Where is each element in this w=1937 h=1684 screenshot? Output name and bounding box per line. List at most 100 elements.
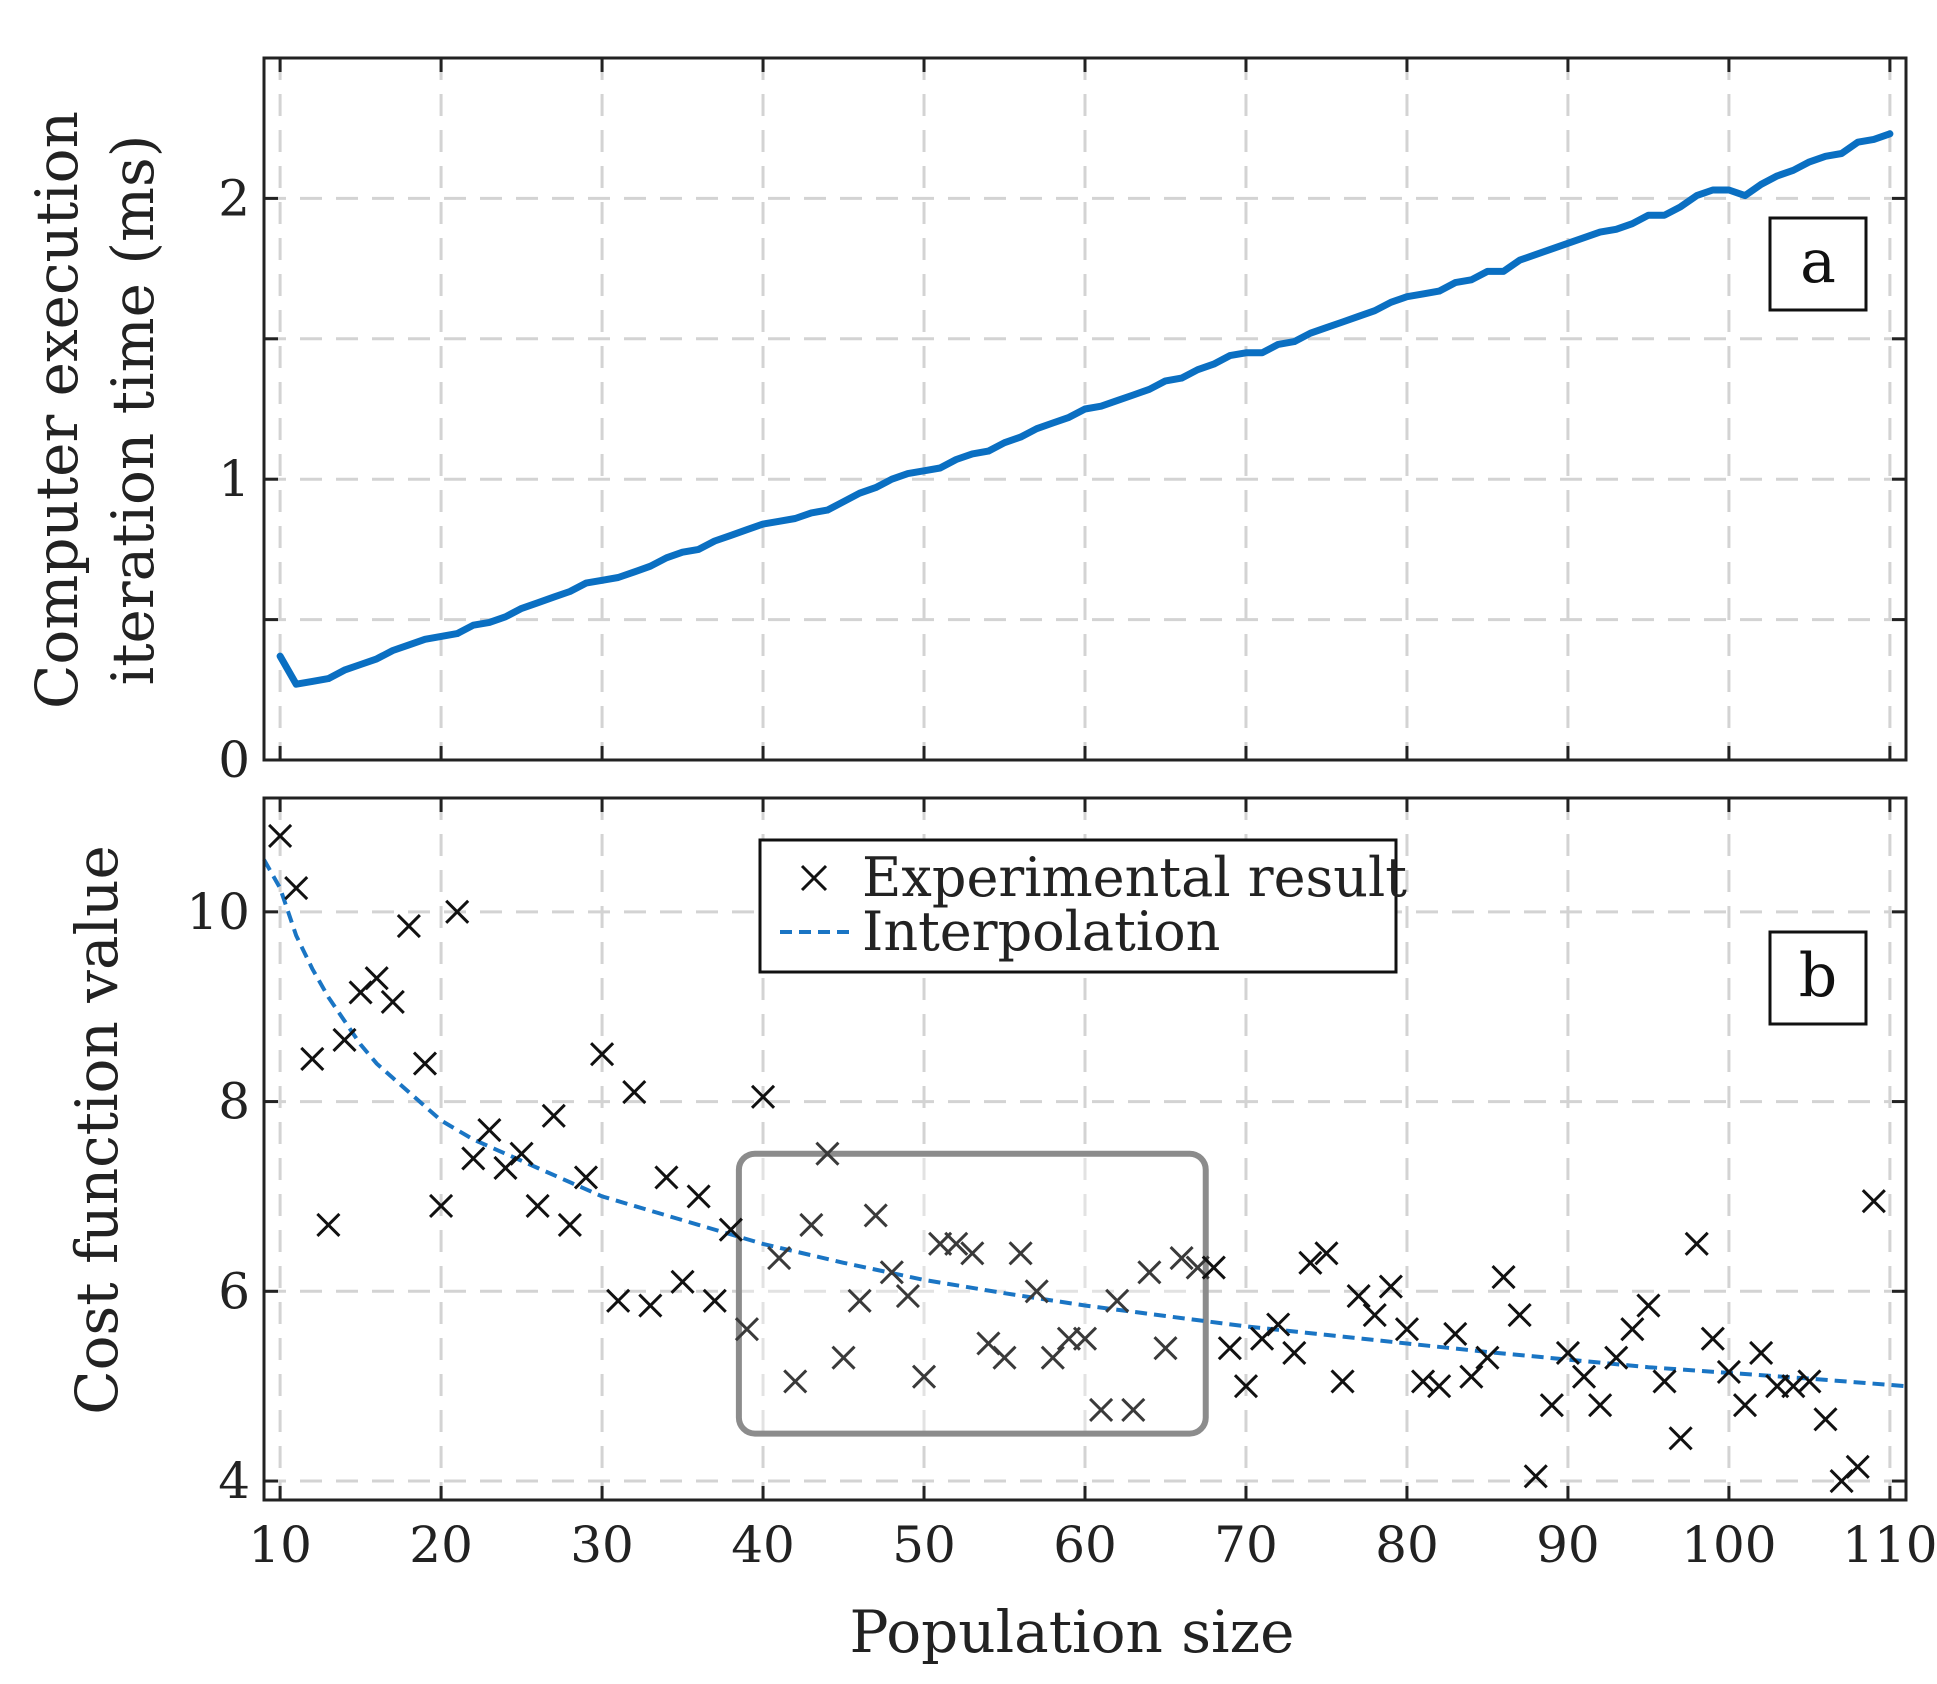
scatter-point-27 [702,1288,727,1313]
scatter-point-80 [1555,1340,1581,1366]
scatter-point-78 [1523,1464,1548,1489]
scatter-point-88 [1684,1231,1709,1256]
scatter-point-90 [1716,1359,1741,1384]
scatter-point-43 [960,1241,985,1266]
scatter-point-91 [1732,1393,1758,1418]
scatter-point-86 [1652,1369,1677,1394]
scatter-point-7 [380,989,405,1015]
panel-a-ylabel-line-1: Computer execution [23,111,91,709]
panel-b-tag: b [1768,930,1868,1026]
scatter-point-2 [300,1046,325,1071]
scatter-point-25 [670,1269,695,1294]
scatter-point-26 [686,1184,711,1209]
scatter-point-54 [1137,1260,1162,1285]
scatter-point-55 [1153,1336,1178,1361]
panel-b-xtick-label-3: 40 [731,1516,795,1574]
scatter-point-48 [1040,1345,1065,1370]
scatter-point-31 [767,1246,792,1271]
scatter-point-23 [638,1293,663,1318]
panel-a-tag-label: a [1800,227,1836,297]
scatter-point-82 [1588,1393,1613,1418]
panel-a: 0 1 2 a Computer execution iteration time … [23,56,1908,789]
panel-b-xtick-label-4: 50 [892,1516,956,1574]
legend-label-interpolation: Interpolation [862,900,1220,963]
scatter-point-22 [622,1080,647,1105]
scatter-point-62 [1266,1312,1291,1337]
scatter-point-15 [509,1141,534,1166]
scatter-point-87 [1668,1426,1693,1451]
scatter-point-6 [364,966,389,991]
panel-b-ytick-label-1: 6 [218,1262,250,1320]
panel-a-ytick-label-1: 1 [218,450,250,508]
scatter-point-30 [750,1084,776,1109]
scatter-point-53 [1121,1397,1146,1422]
scatter-point-66 [1330,1369,1355,1394]
scatter-point-1 [284,876,309,901]
scatter-point-37 [863,1203,888,1228]
scatter-point-52 [1105,1288,1130,1313]
scatter-point-46 [1008,1241,1033,1266]
scatter-point-20 [589,1042,615,1067]
scatter-point-95 [1797,1369,1822,1394]
scatter-point-3 [316,1212,341,1237]
scatter-point-63 [1282,1340,1307,1366]
scatter-point-84 [1620,1317,1645,1342]
scatter-point-67 [1346,1283,1371,1309]
scatter-point-40 [911,1364,937,1389]
scatter-point-89 [1700,1326,1725,1351]
scatter-point-58 [1201,1255,1226,1280]
scatter-point-69 [1378,1274,1403,1299]
scatter-point-0 [268,823,293,849]
scatter-point-85 [1636,1293,1661,1318]
scatter-point-12 [461,1146,486,1171]
scatter-point-39 [895,1283,920,1309]
panel-b-xtick-label-8: 90 [1536,1516,1600,1574]
highlight-rect [735,1150,1209,1437]
panel-b-ylabel: Cost function value [63,845,131,1415]
panel-b-xtick-label-1: 20 [409,1516,473,1574]
panel-b-xtick-label-2: 30 [570,1516,634,1574]
scatter-point-13 [477,1117,502,1143]
panel-b-ytick-label-3: 10 [186,883,250,941]
legend-label-experimental: Experimental result [862,846,1407,909]
scatter-point-94 [1781,1374,1806,1399]
scatter-point-76 [1491,1265,1516,1290]
scatter-point-92 [1749,1340,1774,1366]
scatter-point-16 [525,1193,550,1218]
scatter-point-56 [1169,1246,1194,1271]
scatter-point-75 [1475,1345,1500,1370]
legend: Experimental result Interpolation [758,838,1407,974]
panel-b-xtick-label-6: 70 [1214,1516,1278,1574]
scatter-point-24 [654,1165,679,1190]
scatter-point-42 [944,1231,969,1256]
panel-b-tag-label: b [1799,941,1837,1011]
scatter-point-8 [396,914,421,939]
legend-box [758,838,1398,974]
legend-marker-x [800,864,828,892]
panel-b-ytick-label-0: 4 [218,1452,250,1510]
scatter-point-11 [445,899,470,924]
series-line-execution-time [276,130,1894,688]
scatter-point-71 [1410,1369,1436,1394]
scatter-point-72 [1427,1374,1452,1399]
scatter-point-32 [783,1369,808,1394]
scatter-point-79 [1539,1393,1564,1418]
scatter-point-21 [606,1288,631,1313]
scatter-point-45 [992,1345,1017,1370]
scatter-point-51 [1089,1397,1114,1422]
panel-a-ticks: 0 1 2 [218,58,1906,789]
scatter-point-34 [815,1141,840,1166]
scatter-point-65 [1314,1241,1339,1266]
scatter-point-59 [1217,1336,1242,1361]
scatter-point-10 [429,1193,454,1218]
scatter-point-36 [847,1288,872,1313]
panel-b-xtick-label-7: 80 [1375,1516,1439,1574]
scatter-point-28 [718,1217,743,1242]
scatter-point-35 [831,1345,856,1370]
scatter-point-19 [573,1165,599,1190]
panel-a-series [276,130,1894,688]
scatter-point-50 [1072,1326,1098,1351]
scatter-point-83 [1604,1345,1629,1370]
panel-b-xtick-label-10: 110 [1842,1516,1937,1574]
